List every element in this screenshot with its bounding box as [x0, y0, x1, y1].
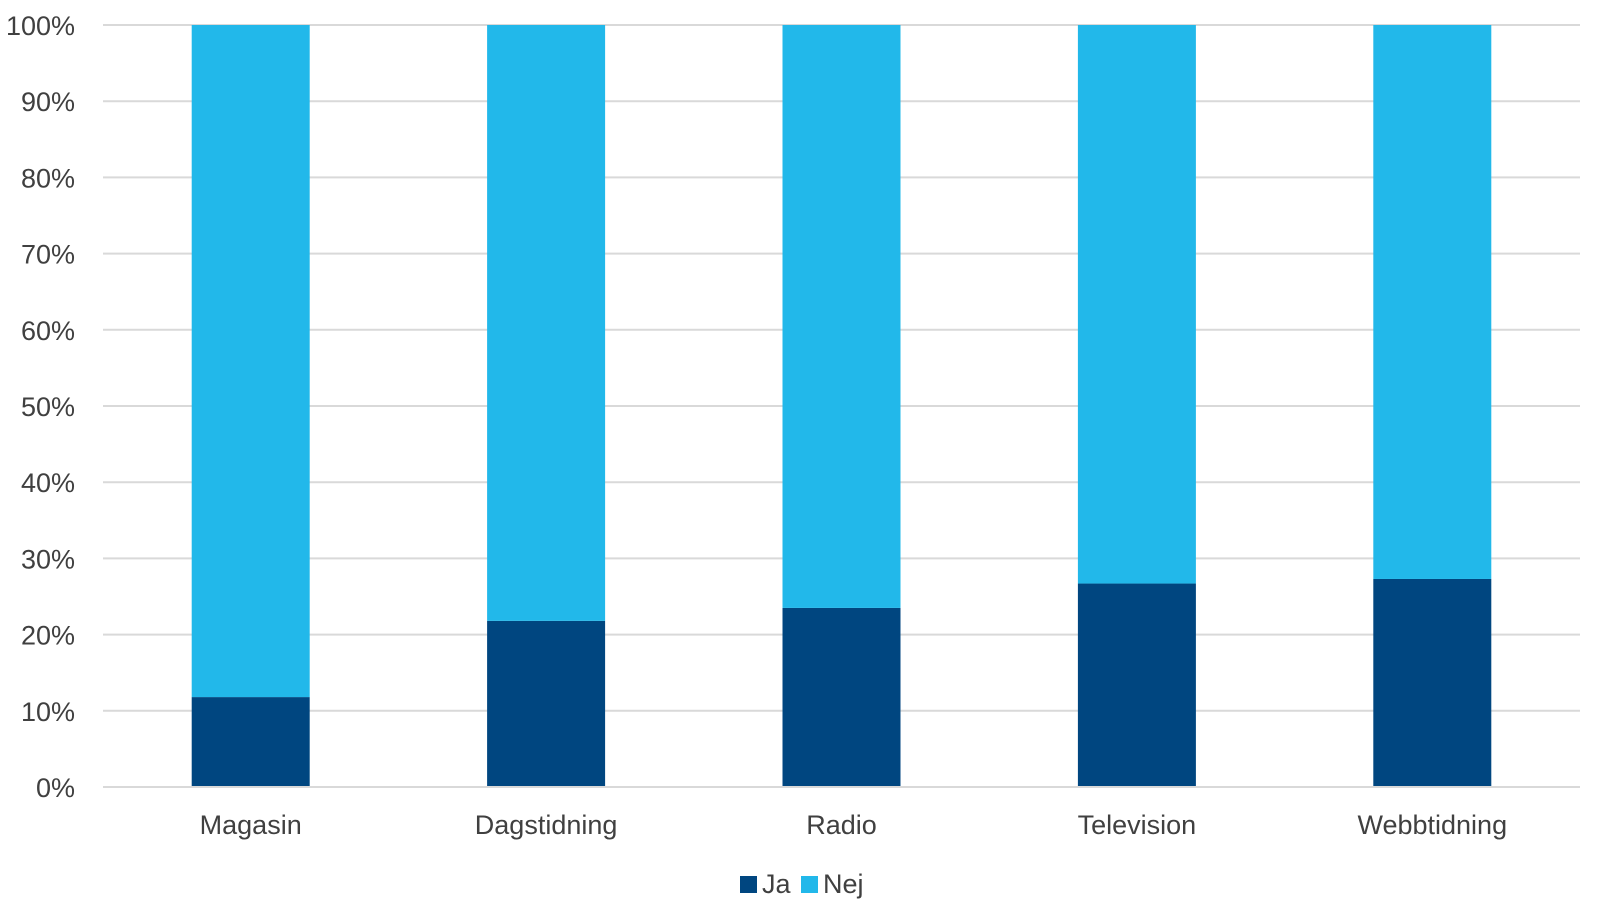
legend-label-nej: Nej	[823, 869, 864, 899]
bar-segment-nej-radio	[782, 25, 901, 608]
x-category-label: Webbtidning	[1357, 810, 1507, 840]
legend-swatch-nej	[801, 876, 818, 893]
bar-segment-nej-television	[1077, 25, 1196, 584]
y-tick-label: 90%	[21, 87, 75, 117]
bars	[191, 25, 1492, 787]
y-axis-ticks: 0% 10% 20% 30% 40% 50% 60% 70% 80% 90% 100%	[6, 11, 75, 803]
bar-segment-ja-magasin	[191, 697, 310, 787]
y-tick-label: 80%	[21, 163, 75, 193]
y-tick-label: 40%	[21, 468, 75, 498]
y-tick-label: 50%	[21, 392, 75, 422]
x-category-label: Radio	[806, 810, 877, 840]
y-tick-label: 0%	[36, 773, 75, 803]
y-tick-label: 100%	[6, 11, 75, 41]
y-tick-label: 60%	[21, 316, 75, 346]
legend: Ja Nej	[740, 869, 864, 899]
bar-segment-ja-webbtidning	[1373, 578, 1492, 787]
legend-swatch-ja	[740, 876, 757, 893]
bar-segment-nej-magasin	[191, 25, 310, 698]
y-tick-label: 70%	[21, 240, 75, 270]
x-category-label: Magasin	[200, 810, 302, 840]
bar-segment-ja-radio	[782, 607, 901, 787]
bar-segment-nej-dagstidning	[487, 25, 606, 621]
x-category-label: Dagstidning	[475, 810, 618, 840]
x-axis: Magasin Dagstidning Radio Television Webbtid…	[103, 786, 1580, 840]
bar-segment-nej-webbtidning	[1373, 25, 1492, 579]
x-category-label: Television	[1078, 810, 1197, 840]
legend-label-ja: Ja	[762, 869, 792, 899]
y-tick-label: 10%	[21, 697, 75, 727]
bar-segment-ja-television	[1077, 583, 1196, 787]
y-tick-label: 30%	[21, 544, 75, 574]
y-tick-label: 20%	[21, 621, 75, 651]
bar-segment-ja-dagstidning	[487, 620, 606, 787]
